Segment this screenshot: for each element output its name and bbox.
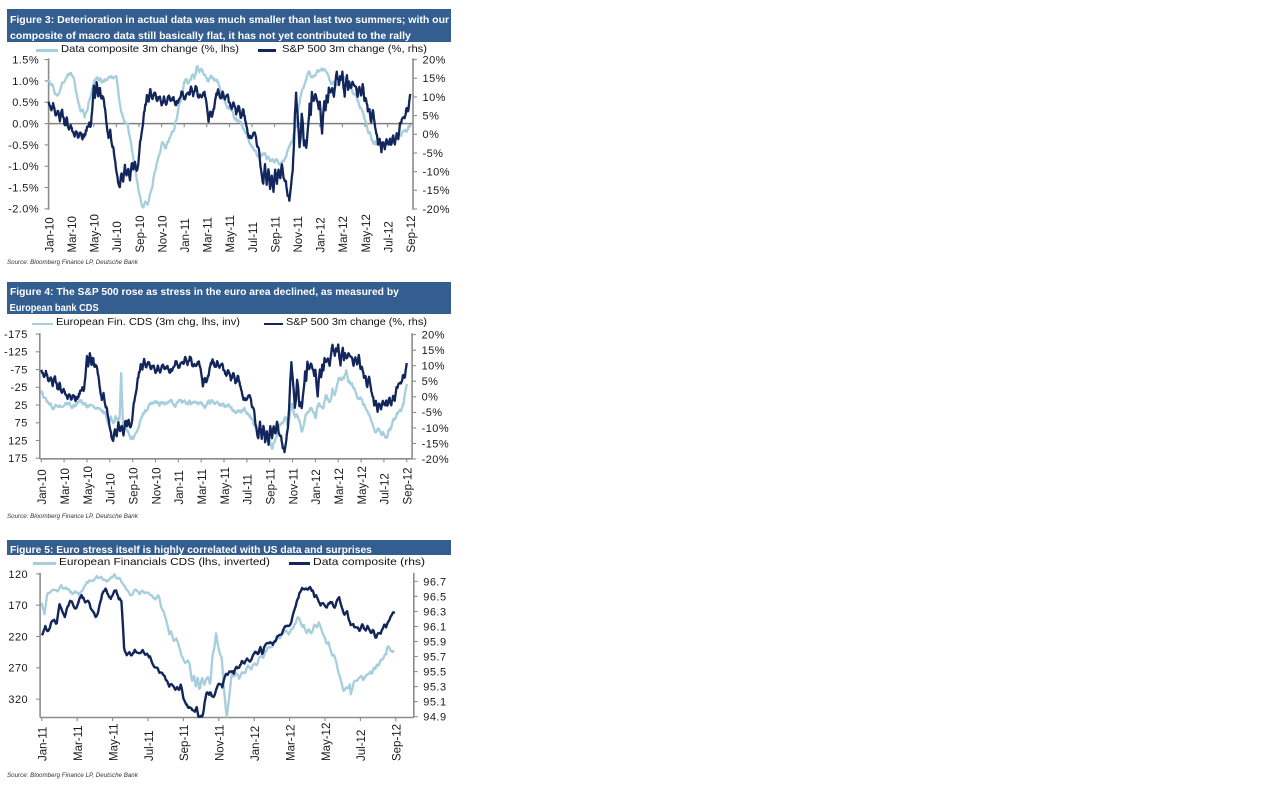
svg-text:Jan-11: Jan-11 — [174, 470, 186, 504]
svg-text:Jan-10: Jan-10 — [37, 469, 49, 504]
svg-text:175: 175 — [8, 453, 28, 465]
svg-text:-5%: -5% — [423, 148, 444, 160]
svg-text:96.1: 96.1 — [423, 621, 446, 633]
svg-text:95.3: 95.3 — [423, 682, 446, 694]
svg-text:Nov-10: Nov-10 — [151, 467, 163, 504]
svg-text:Jan-12: Jan-12 — [250, 726, 262, 761]
svg-text:Mar-12: Mar-12 — [338, 216, 350, 252]
svg-text:-10%: -10% — [423, 167, 450, 179]
svg-text:95.9: 95.9 — [423, 636, 446, 648]
svg-text:Sep-10: Sep-10 — [135, 215, 147, 252]
svg-text:Sep-11: Sep-11 — [270, 216, 282, 252]
svg-text:Mar-11: Mar-11 — [197, 469, 209, 505]
svg-text:Jan-12: Jan-12 — [311, 469, 323, 504]
svg-text:0%: 0% — [423, 129, 440, 141]
svg-text:-10%: -10% — [422, 423, 449, 435]
svg-text:Mar-11: Mar-11 — [203, 217, 215, 253]
svg-text:10%: 10% — [423, 92, 446, 104]
svg-text:-20%: -20% — [423, 204, 450, 216]
svg-text:May-11: May-11 — [225, 215, 237, 253]
svg-text:Jan-10: Jan-10 — [44, 217, 56, 252]
svg-text:125: 125 — [8, 435, 28, 447]
svg-text:May-10: May-10 — [83, 466, 95, 504]
svg-text:170: 170 — [8, 600, 28, 612]
svg-text:-15%: -15% — [422, 438, 449, 450]
svg-text:94.9: 94.9 — [423, 712, 446, 724]
svg-text:25: 25 — [15, 400, 28, 412]
svg-text:5%: 5% — [422, 376, 439, 388]
svg-text:96.5: 96.5 — [423, 591, 446, 603]
svg-text:-20%: -20% — [422, 454, 449, 466]
svg-text:May-12: May-12 — [361, 214, 373, 252]
svg-text:Jul-12: Jul-12 — [383, 221, 395, 252]
svg-text:May-10: May-10 — [90, 214, 102, 252]
svg-text:Sep-10: Sep-10 — [129, 467, 141, 504]
svg-text:Sep-12: Sep-12 — [406, 215, 418, 252]
svg-text:20%: 20% — [422, 330, 445, 342]
svg-text:Jul-11: Jul-11 — [243, 474, 255, 504]
svg-text:0.5%: 0.5% — [12, 97, 39, 109]
svg-text:Sep-11: Sep-11 — [266, 468, 278, 504]
svg-text:15%: 15% — [422, 345, 445, 357]
svg-text:Jul-12: Jul-12 — [356, 730, 368, 761]
svg-text:Jul-12: Jul-12 — [380, 473, 392, 504]
svg-text:May-12: May-12 — [357, 466, 369, 504]
svg-text:-25: -25 — [11, 382, 28, 394]
svg-text:95.5: 95.5 — [423, 667, 446, 679]
svg-text:1.0%: 1.0% — [12, 76, 39, 88]
svg-text:Jan-11: Jan-11 — [180, 218, 192, 252]
svg-text:95.7: 95.7 — [423, 651, 446, 663]
svg-text:96.7: 96.7 — [423, 576, 446, 588]
svg-text:320: 320 — [8, 694, 28, 706]
svg-text:20%: 20% — [423, 55, 446, 67]
svg-text:Jul-10: Jul-10 — [106, 473, 118, 504]
svg-text:75: 75 — [15, 418, 28, 430]
svg-text:Jan-11: Jan-11 — [38, 727, 50, 761]
svg-text:Nov-11: Nov-11 — [288, 468, 300, 504]
svg-text:Jul-11: Jul-11 — [248, 222, 260, 252]
svg-text:Sep-12: Sep-12 — [403, 467, 415, 504]
svg-text:Mar-11: Mar-11 — [73, 725, 85, 761]
svg-text:-1.0%: -1.0% — [8, 161, 39, 173]
svg-text:1.5%: 1.5% — [12, 55, 39, 67]
svg-text:0.0%: 0.0% — [12, 119, 39, 131]
svg-text:-15%: -15% — [423, 185, 450, 197]
svg-text:Jan-12: Jan-12 — [316, 217, 328, 252]
svg-text:-175: -175 — [4, 329, 28, 341]
svg-text:May-11: May-11 — [108, 724, 120, 762]
svg-text:-75: -75 — [11, 365, 28, 377]
svg-text:Mar-10: Mar-10 — [60, 468, 72, 504]
svg-text:Nov-11: Nov-11 — [293, 216, 305, 252]
svg-text:Jul-10: Jul-10 — [112, 221, 124, 252]
svg-text:10%: 10% — [422, 361, 445, 373]
svg-text:15%: 15% — [423, 73, 446, 85]
svg-text:5%: 5% — [423, 111, 440, 123]
svg-text:-2.0%: -2.0% — [8, 204, 39, 216]
svg-text:220: 220 — [8, 631, 28, 643]
svg-text:May-11: May-11 — [220, 467, 232, 505]
svg-text:120: 120 — [8, 569, 28, 581]
svg-text:-0.5%: -0.5% — [8, 140, 39, 152]
svg-text:Mar-10: Mar-10 — [67, 216, 79, 252]
svg-text:-125: -125 — [4, 347, 28, 359]
svg-text:Sep-11: Sep-11 — [179, 725, 191, 761]
svg-text:-5%: -5% — [422, 407, 443, 419]
svg-text:-1.5%: -1.5% — [8, 182, 39, 194]
svg-text:95.1: 95.1 — [423, 697, 446, 709]
svg-text:Mar-12: Mar-12 — [334, 468, 346, 504]
svg-text:270: 270 — [8, 663, 28, 675]
svg-text:Mar-12: Mar-12 — [285, 725, 297, 761]
svg-text:May-12: May-12 — [321, 723, 333, 761]
svg-text:96.3: 96.3 — [423, 606, 446, 618]
svg-text:Jul-11: Jul-11 — [144, 731, 156, 761]
svg-text:0%: 0% — [422, 392, 439, 404]
svg-text:Nov-10: Nov-10 — [157, 215, 169, 252]
svg-text:Sep-12: Sep-12 — [392, 724, 404, 761]
svg-text:Nov-11: Nov-11 — [215, 725, 227, 761]
